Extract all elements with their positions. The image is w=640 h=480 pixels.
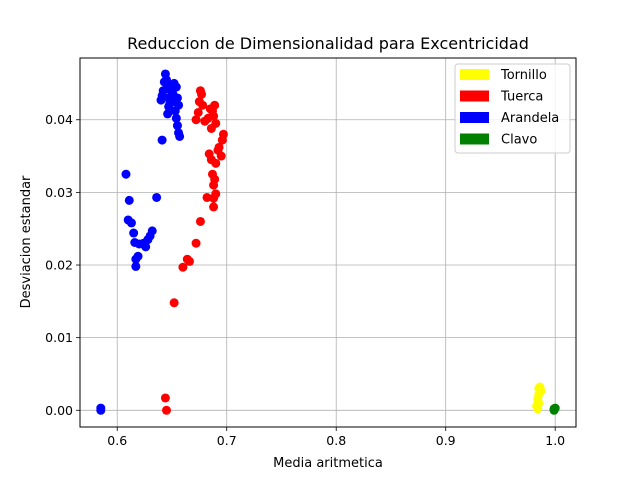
data-point [549, 405, 559, 415]
data-point [193, 107, 203, 117]
data-point [129, 228, 139, 238]
x-tick-label: 1.0 [545, 433, 565, 448]
data-point [218, 129, 228, 139]
y-tick-label: 0.02 [45, 258, 73, 273]
data-point [160, 393, 170, 403]
data-point [162, 405, 171, 415]
x-tick-label: 0.8 [326, 433, 346, 448]
y-axis-label: Desviacion estandar [19, 175, 34, 308]
legend-label: Tornillo [500, 68, 547, 83]
legend-label: Arandela [501, 111, 559, 126]
data-point [133, 251, 143, 261]
series-clavo [549, 403, 560, 415]
data-point [214, 142, 224, 152]
legend-label: Clavo [501, 133, 537, 148]
data-point [197, 89, 207, 99]
series-arandela [96, 69, 185, 415]
data-point [147, 226, 157, 236]
legend-swatch [460, 133, 489, 145]
data-point [195, 216, 205, 226]
legend-label: Tuerca [500, 90, 543, 105]
data-point [163, 109, 173, 119]
legend-swatch [460, 112, 489, 123]
y-tick-label: 0.04 [45, 112, 73, 127]
data-point [172, 93, 182, 103]
x-axis-label: Media aritmetica [273, 456, 383, 471]
y-tick-label: 0.01 [45, 330, 73, 345]
data-point [96, 403, 106, 413]
data-point [124, 195, 134, 205]
data-point [210, 100, 220, 110]
data-point [210, 174, 220, 184]
data-point [126, 218, 136, 228]
legend: Tornillo Tuerca Arandela Clavo [454, 63, 571, 154]
data-point [211, 118, 221, 128]
data-point [202, 192, 212, 202]
y-axis-ticks: 0.00 0.01 0.02 0.03 0.04 [45, 112, 80, 418]
data-point [169, 78, 179, 88]
x-tick-label: 0.6 [107, 433, 127, 448]
plot-frame [79, 57, 577, 428]
legend-box [454, 63, 571, 154]
data-point [152, 192, 162, 202]
y-tick-label: 0.00 [45, 403, 73, 418]
data-point [191, 238, 201, 248]
data-point [211, 189, 221, 199]
legend-swatch [460, 69, 489, 80]
data-point [209, 111, 219, 121]
data-point [169, 298, 179, 308]
data-point [191, 115, 201, 125]
data-point [198, 100, 208, 110]
data-point [184, 256, 194, 266]
data-point [175, 131, 185, 141]
x-axis-ticks: 0.6 0.7 0.8 0.9 1.0 [107, 427, 565, 448]
legend-swatch [460, 90, 489, 102]
series-tornillo [532, 382, 546, 414]
data-point [174, 100, 184, 110]
data-point [131, 261, 141, 271]
y-tick-label: 0.03 [45, 185, 73, 200]
data-point [216, 151, 226, 161]
data-point [172, 121, 182, 131]
data-point [211, 158, 221, 168]
chart-title: Reduccion de Dimensionalidad para Excent… [127, 34, 529, 53]
data-point [171, 113, 181, 123]
data-point [178, 262, 188, 272]
data-point [209, 202, 219, 212]
data-point [141, 242, 151, 252]
data-point [121, 169, 131, 179]
x-tick-label: 0.7 [217, 433, 237, 448]
data-point [157, 135, 167, 145]
data-points [96, 69, 560, 415]
series-tuerca [160, 86, 228, 415]
data-point [533, 404, 543, 414]
x-tick-label: 0.9 [436, 433, 456, 448]
data-point [535, 382, 545, 392]
